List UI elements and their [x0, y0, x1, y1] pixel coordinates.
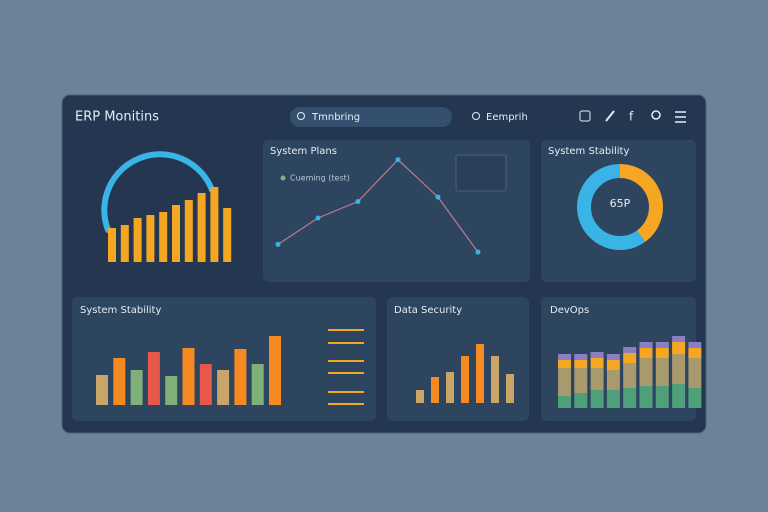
point	[315, 215, 321, 221]
stacked-segment	[558, 360, 571, 368]
stacked-segment	[688, 342, 702, 348]
stacked-segment	[639, 386, 653, 408]
stacked-segment	[606, 370, 620, 390]
search-box[interactable]	[290, 107, 452, 127]
stacked-segment	[688, 348, 702, 358]
bar	[165, 376, 178, 405]
panel-title: DevOps	[550, 305, 589, 316]
bar	[251, 364, 264, 405]
point	[275, 241, 281, 247]
stacked-segment	[590, 368, 604, 390]
bar	[431, 377, 439, 403]
search-icon	[472, 112, 480, 120]
icon-grid[interactable]	[579, 110, 591, 122]
donut-slice	[577, 164, 663, 250]
panel-title: Data Security	[394, 305, 462, 316]
stacked-segment	[574, 368, 588, 393]
gauge-arc	[101, 151, 215, 233]
stacked-segment	[574, 354, 588, 360]
stacked-segment	[623, 353, 637, 363]
stacked-segment	[639, 358, 653, 386]
bar	[199, 364, 212, 405]
donut-center: 65P	[610, 197, 631, 210]
stacked-segment	[623, 388, 637, 408]
bar	[223, 208, 232, 262]
legend-box	[455, 154, 507, 192]
icon-facebook[interactable]: f	[629, 110, 634, 124]
legend-lines	[328, 329, 364, 405]
icon-edit[interactable]	[605, 110, 615, 122]
bar	[184, 200, 193, 262]
panel	[541, 140, 696, 282]
bar	[159, 212, 168, 262]
point	[435, 194, 441, 200]
stacked-segment	[688, 388, 702, 408]
bar	[108, 228, 116, 262]
bar	[210, 187, 219, 262]
stacked-segment	[655, 358, 669, 386]
bar	[197, 193, 206, 262]
bar	[506, 374, 514, 403]
app-title: ERP Monitins	[75, 110, 159, 125]
stacked-segment	[590, 358, 604, 368]
stacked-segment	[558, 368, 571, 396]
stacked-segment	[574, 393, 588, 408]
point	[395, 157, 401, 163]
icon-menu[interactable]	[675, 111, 686, 123]
stacked-segment	[590, 352, 604, 358]
bar	[461, 356, 469, 403]
search-text-2[interactable]: Eemprih	[486, 112, 528, 123]
stacked-segment	[623, 363, 637, 388]
bar	[182, 348, 195, 405]
icon-search[interactable]	[651, 110, 661, 120]
stacked-segment	[558, 354, 571, 360]
stacked-segment	[574, 360, 588, 368]
bar	[491, 356, 499, 403]
bar	[147, 352, 160, 405]
panel-title: System Plans	[270, 146, 337, 157]
bar	[172, 205, 180, 262]
stacked-segment	[639, 342, 653, 348]
legend-dot	[280, 175, 286, 181]
stacked-segment	[655, 386, 669, 408]
stacked-segment	[606, 390, 620, 408]
point	[475, 249, 481, 255]
stacked-segment	[655, 348, 669, 358]
stacked-segment	[672, 336, 686, 342]
bar	[446, 372, 454, 403]
bar	[476, 344, 484, 403]
bar	[130, 370, 143, 405]
panel-title: System Stability	[548, 146, 629, 157]
stacked-segment	[623, 347, 637, 353]
stacked-segment	[606, 360, 620, 370]
bar	[120, 225, 129, 262]
stacked-segment	[639, 348, 653, 358]
search-text[interactable]: Tmnbring	[311, 112, 360, 123]
line	[277, 158, 479, 253]
stacked-segment	[590, 390, 604, 408]
stacked-segment	[672, 354, 686, 384]
bar	[234, 349, 247, 405]
bar	[146, 215, 155, 262]
panel-title: System Stability	[80, 305, 161, 316]
stacked-segment	[655, 342, 669, 348]
bar	[113, 358, 126, 405]
point	[355, 199, 361, 204]
stacked-segment	[688, 358, 702, 388]
stacked-segment	[672, 342, 686, 354]
bar	[269, 336, 281, 405]
bar	[217, 370, 230, 405]
bar	[416, 390, 424, 403]
legend-text: Cueming (test)	[290, 174, 350, 183]
search-icon	[297, 112, 305, 120]
stacked-segment	[672, 384, 686, 408]
bar	[133, 218, 142, 262]
stacked-segment	[606, 354, 620, 360]
bar	[96, 375, 108, 405]
stacked-segment	[558, 396, 571, 408]
